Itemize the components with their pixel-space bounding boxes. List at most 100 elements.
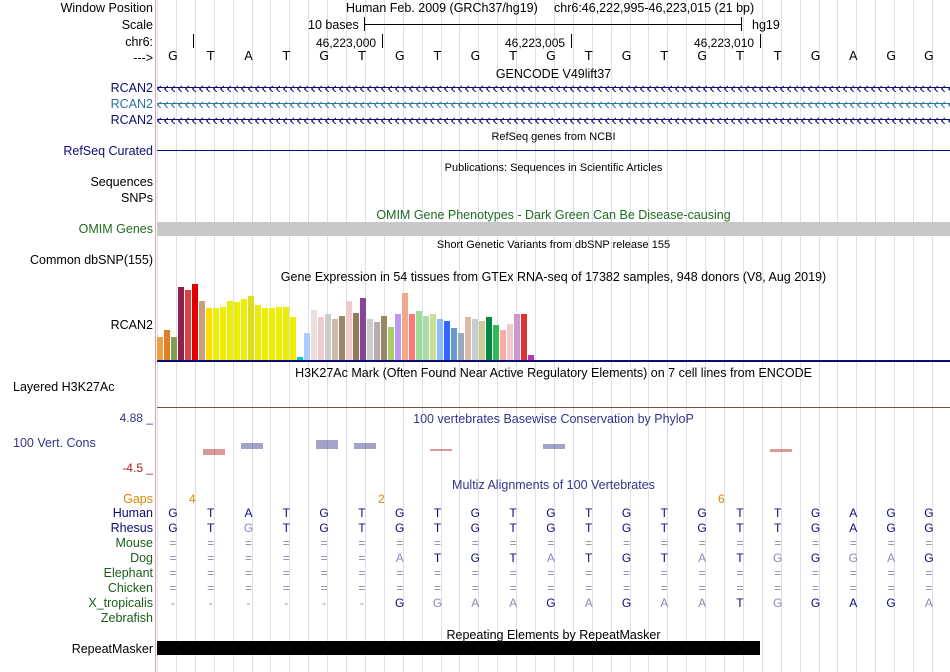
- conservation-track-title[interactable]: 100 vertebrates Basewise Conservation by…: [413, 412, 694, 426]
- species-label[interactable]: Human: [112, 506, 153, 520]
- species-label[interactable]: Elephant: [103, 566, 153, 580]
- gtex-tissue-bar[interactable]: [220, 306, 227, 360]
- species-label[interactable]: Chicken: [107, 581, 153, 595]
- aligned-base: A: [395, 551, 404, 565]
- gtex-tissue-bar[interactable]: [262, 308, 269, 360]
- gencode-transcript[interactable]: [157, 100, 950, 108]
- gtex-tissue-bar[interactable]: [409, 314, 416, 360]
- gtex-tissue-bar[interactable]: [248, 296, 255, 360]
- gtex-tissue-bar[interactable]: [164, 329, 171, 360]
- gtex-tissue-bar[interactable]: [199, 300, 206, 360]
- refseq-track-title[interactable]: RefSeq genes from NCBI: [491, 131, 616, 143]
- scale-bar: [364, 24, 742, 25]
- gtex-tissue-bar[interactable]: [206, 308, 213, 360]
- gtex-tissue-bar[interactable]: [283, 306, 290, 360]
- gtex-track-title[interactable]: Gene Expression in 54 tissues from GTEx …: [280, 270, 827, 284]
- gtex-tissue-bar[interactable]: [171, 337, 178, 360]
- transcript-line: [157, 119, 950, 120]
- gtex-tissue-bar[interactable]: [297, 357, 304, 360]
- gtex-tissue-bar[interactable]: [185, 290, 192, 360]
- gtex-tissue-bar[interactable]: [444, 320, 451, 360]
- dbsnp-track-title[interactable]: Short Genetic Variants from dbSNP releas…: [436, 239, 671, 251]
- gtex-tissue-bar[interactable]: [241, 299, 248, 360]
- repeatmasker-element[interactable]: [157, 641, 760, 655]
- gtex-tissue-bar[interactable]: [367, 319, 374, 360]
- omim-feature-bar[interactable]: [157, 222, 950, 236]
- species-label[interactable]: Mouse: [115, 536, 153, 550]
- gtex-tissue-bar[interactable]: [430, 314, 437, 360]
- gtex-tissue-bar[interactable]: [458, 332, 465, 360]
- gtex-tissue-bar[interactable]: [276, 306, 283, 360]
- gencode-item-label[interactable]: RCAN2: [110, 81, 153, 95]
- gtex-tissue-bar[interactable]: [339, 315, 346, 360]
- gtex-expression-chart[interactable]: [157, 284, 537, 360]
- gtex-tissue-bar[interactable]: [437, 319, 444, 360]
- species-label[interactable]: Zebrafish: [100, 611, 153, 625]
- gencode-transcript[interactable]: [157, 116, 950, 124]
- gtex-tissue-bar[interactable]: [493, 325, 500, 360]
- gtex-tissue-bar[interactable]: [395, 314, 402, 360]
- gtex-tissue-bar[interactable]: [290, 317, 297, 360]
- conservation-label[interactable]: 100 Vert. Cons: [13, 436, 96, 450]
- omim-label[interactable]: OMIM Genes: [78, 222, 153, 236]
- gtex-tissue-bar[interactable]: [416, 311, 423, 360]
- gencode-transcript[interactable]: [157, 84, 950, 92]
- species-label[interactable]: X_tropicalis: [88, 596, 153, 610]
- refseq-label[interactable]: RefSeq Curated: [63, 144, 153, 158]
- gtex-label[interactable]: RCAN2: [110, 318, 153, 332]
- omim-track-title[interactable]: OMIM Gene Phenotypes - Dark Green Can Be…: [376, 208, 731, 222]
- repeatmasker-track-title[interactable]: Repeating Elements by RepeatMasker: [446, 628, 661, 642]
- publications-snps-label[interactable]: SNPs: [121, 191, 153, 205]
- gtex-tissue-bar[interactable]: [269, 308, 276, 360]
- repeatmasker-label[interactable]: RepeatMasker: [71, 642, 153, 656]
- gtex-tissue-bar[interactable]: [528, 355, 535, 360]
- gtex-tissue-bar[interactable]: [374, 322, 381, 360]
- aligned-base: G: [470, 506, 480, 520]
- gtex-tissue-bar[interactable]: [304, 332, 311, 360]
- species-label[interactable]: Rhesus: [110, 521, 153, 535]
- gtex-tissue-bar[interactable]: [381, 315, 388, 360]
- gtex-tissue-bar[interactable]: [325, 314, 332, 360]
- gtex-tissue-bar[interactable]: [353, 312, 360, 360]
- gtex-tissue-bar[interactable]: [360, 297, 367, 360]
- gtex-tissue-bar[interactable]: [451, 328, 458, 360]
- gtex-tissue-bar[interactable]: [486, 317, 493, 360]
- gtex-tissue-bar[interactable]: [346, 300, 353, 360]
- gtex-tissue-bar[interactable]: [514, 314, 521, 360]
- publications-sequences-label[interactable]: Sequences: [90, 175, 153, 189]
- grid-line: [742, 0, 744, 672]
- gtex-tissue-bar[interactable]: [388, 326, 395, 360]
- gtex-tissue-bar[interactable]: [178, 287, 185, 360]
- gtex-tissue-bar[interactable]: [423, 315, 430, 360]
- gtex-tissue-bar[interactable]: [521, 314, 528, 360]
- gtex-tissue-bar[interactable]: [465, 317, 472, 360]
- gencode-item-label[interactable]: RCAN2: [110, 113, 153, 127]
- gaps-label[interactable]: Gaps: [123, 492, 153, 506]
- h3k27ac-track-title[interactable]: H3K27Ac Mark (Often Found Near Active Re…: [295, 366, 812, 380]
- gtex-tissue-bar[interactable]: [402, 293, 409, 360]
- refseq-gene-line[interactable]: [157, 150, 950, 151]
- gtex-tissue-bar[interactable]: [500, 329, 507, 360]
- gencode-track-title[interactable]: GENCODE V49lift37: [495, 67, 612, 81]
- gtex-tissue-bar[interactable]: [507, 323, 514, 360]
- gtex-tissue-bar[interactable]: [472, 319, 479, 360]
- gtex-tissue-bar[interactable]: [157, 337, 164, 360]
- gtex-tissue-bar[interactable]: [234, 302, 241, 360]
- gtex-tissue-bar[interactable]: [227, 300, 234, 360]
- h3k27ac-label[interactable]: Layered H3K27Ac: [13, 380, 115, 394]
- gencode-item-label[interactable]: RCAN2: [110, 97, 153, 111]
- dbsnp-label[interactable]: Common dbSNP(155): [30, 253, 153, 267]
- gtex-tissue-bar[interactable]: [479, 320, 486, 360]
- transcript-line: [157, 103, 950, 104]
- gtex-tissue-bar[interactable]: [318, 317, 325, 360]
- gtex-tissue-bar[interactable]: [311, 309, 318, 360]
- species-label[interactable]: Dog: [130, 551, 153, 565]
- publications-track-title[interactable]: Publications: Sequences in Scientific Ar…: [444, 162, 663, 174]
- multiz-track-title[interactable]: Multiz Alignments of 100 Vertebrates: [452, 478, 655, 492]
- conservation-bar: [354, 443, 376, 449]
- gtex-tissue-bar[interactable]: [213, 308, 220, 360]
- gtex-tissue-bar[interactable]: [192, 284, 199, 360]
- gtex-tissue-bar[interactable]: [332, 319, 339, 360]
- gtex-tissue-bar[interactable]: [255, 305, 262, 360]
